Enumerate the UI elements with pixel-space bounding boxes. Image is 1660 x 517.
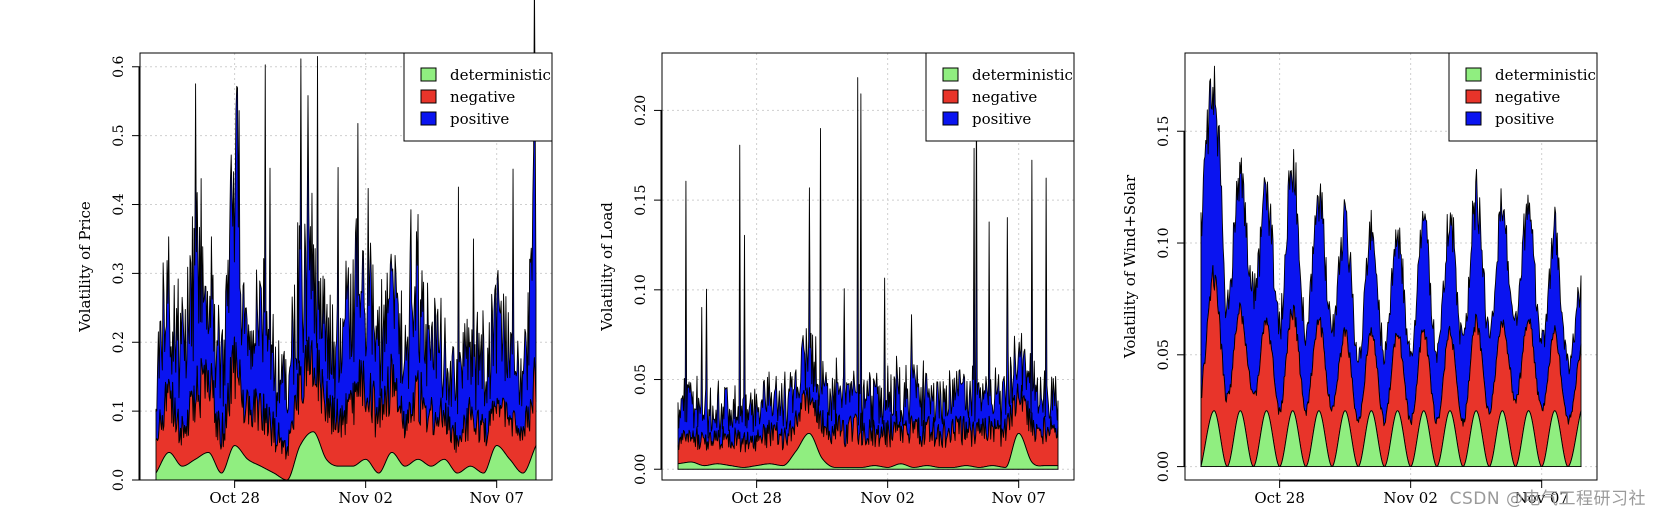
- y-tick-label: 0.4: [111, 193, 127, 215]
- y-tick-label: 0.10: [1156, 227, 1172, 258]
- watermark: CSDN @电气工程研习社: [1449, 489, 1646, 509]
- y-tick-label: 0.00: [633, 454, 649, 485]
- legend-label-negative: negative: [972, 88, 1037, 106]
- y-tick-label: 0.1: [111, 400, 127, 422]
- y-axis-title: Volatility of Price: [76, 201, 94, 333]
- legend-swatch-negative: [420, 89, 437, 104]
- legend-label-positive: positive: [450, 110, 509, 128]
- legend-label-deterministic: deterministic: [450, 66, 551, 84]
- x-tick-label: Nov 07: [991, 489, 1046, 507]
- plot-frame: [1184, 52, 1598, 481]
- y-tick-label: 0.2: [111, 331, 127, 353]
- x-tick-label: Nov 02: [1383, 489, 1438, 507]
- x-tick-label: Nov 07: [1514, 489, 1569, 507]
- x-tick-label: Oct 28: [209, 489, 260, 507]
- legend-swatch-negative: [942, 89, 959, 104]
- area-deterministic: [1200, 410, 1582, 468]
- legend-swatch-deterministic: [1465, 67, 1482, 82]
- legend-swatch-positive: [1465, 111, 1482, 126]
- legend-swatch-positive: [420, 111, 437, 126]
- x-tick-label: Nov 02: [338, 489, 393, 507]
- x-tick-label: Nov 07: [469, 489, 524, 507]
- legend-label-deterministic: deterministic: [1495, 66, 1596, 84]
- y-tick-label: 0.10: [633, 274, 649, 305]
- y-axis-title: Volatility of Load: [598, 202, 616, 332]
- x-tick-label: Nov 02: [860, 489, 915, 507]
- y-tick-label: 0.00: [1156, 451, 1172, 482]
- chart-panel-3: 0.00 0.05 0.10 0.15 Volatility of Wind+Solar…: [1121, 52, 1598, 507]
- legend-label-positive: positive: [1495, 110, 1554, 128]
- y-tick-label: 0.15: [1156, 116, 1172, 147]
- x-tick-label: Oct 28: [731, 489, 782, 507]
- legend-swatch-negative: [1465, 89, 1482, 104]
- legend-swatch-deterministic: [942, 67, 959, 82]
- y-tick-label: 0.05: [633, 364, 649, 395]
- y-tick-label: 0.0: [111, 469, 127, 491]
- legend-label-negative: negative: [450, 88, 515, 106]
- legend-swatch-deterministic: [420, 67, 437, 82]
- chart-panel-2: 0.00 0.05 0.10 0.15 0.20 Volatility of Load Oc…: [598, 52, 1075, 507]
- plot-frame: [139, 52, 553, 481]
- area-deterministic: [677, 432, 1059, 470]
- legend-label-positive: positive: [972, 110, 1031, 128]
- y-tick-label: 0.6: [111, 56, 127, 78]
- y-tick-label: 0.3: [111, 262, 127, 284]
- plot-frame: [661, 52, 1075, 481]
- legend-swatch-positive: [942, 111, 959, 126]
- y-tick-label: 0.15: [633, 185, 649, 216]
- y-tick-label: 0.20: [633, 95, 649, 126]
- y-tick-label: 0.5: [111, 125, 127, 147]
- chart-panel-1: 0.0 0.1 0.2 0.3 0.4 0.5 0.6 Volatility of Price…: [76, 0, 553, 507]
- legend-label-deterministic: deterministic: [972, 66, 1073, 84]
- y-tick-label: 0.05: [1156, 339, 1172, 370]
- legend-label-negative: negative: [1495, 88, 1560, 106]
- x-tick-label: Oct 28: [1254, 489, 1305, 507]
- y-axis-title: Volatility of Wind+Solar: [1121, 174, 1139, 359]
